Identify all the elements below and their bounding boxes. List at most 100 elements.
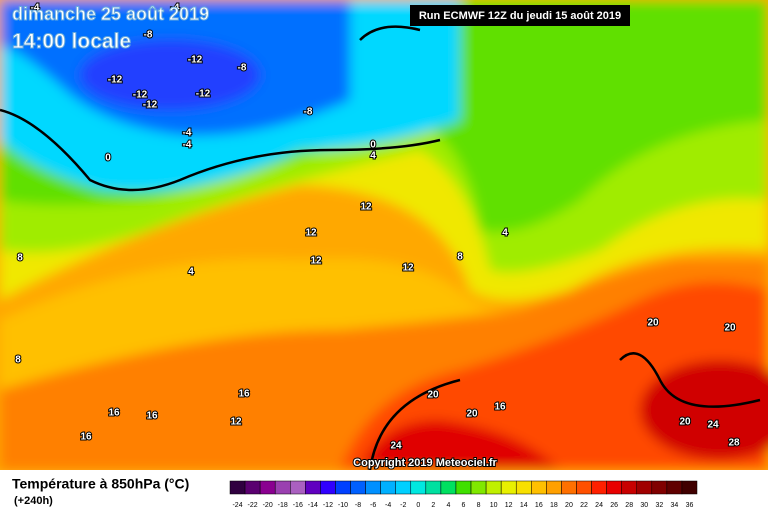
color-swatch [305, 480, 321, 495]
copyright: Copyright 2019 Meteociel.fr [353, 457, 497, 469]
colorbar: -24 -22 -20 -18 -16 -14 -12 -10 -8 -6 -4 -2 0 2 4 6 8 10 1… [229, 480, 698, 509]
scale-label: 12 [505, 502, 513, 509]
scale-label: 22 [580, 502, 588, 509]
color-swatch [335, 480, 351, 495]
scale-label: -24 [232, 502, 242, 509]
contour-label: 12 [360, 202, 372, 213]
scale-label: 34 [671, 502, 679, 509]
scale-label: 20 [565, 502, 573, 509]
contour-label: 12 [402, 263, 414, 274]
color-swatch [425, 480, 442, 495]
scale-label: 18 [550, 502, 558, 509]
color-swatch [576, 480, 592, 495]
contour-label: 12 [230, 417, 242, 428]
scale-label: 10 [490, 502, 498, 509]
contour-label: 20 [724, 323, 736, 334]
run-info: Run ECMWF 12Z du jeudi 15 août 2019 [419, 10, 621, 22]
contour-label: -4 [183, 128, 192, 139]
scale-label: 32 [655, 502, 663, 509]
scale-label: 36 [686, 502, 694, 509]
color-swatch [681, 480, 698, 495]
contour-label: 0 [105, 153, 111, 164]
contour-label: -12 [108, 75, 123, 86]
contour-label: -8 [304, 107, 313, 118]
color-swatch [485, 480, 502, 495]
contour-line [368, 352, 761, 471]
contour-label: 24 [390, 441, 402, 452]
contour-label: -4 [171, 3, 180, 14]
scale-label: -4 [385, 502, 391, 509]
color-swatch [500, 480, 517, 495]
contour-label: -4 [31, 3, 40, 14]
lead-time: (+240h) [14, 495, 53, 507]
scale-label: 30 [640, 502, 648, 509]
contour-label: 20 [427, 390, 439, 401]
color-swatch [365, 480, 381, 495]
contour-labels: -4 -4-8-12-8-12-12-12-12-8-4-400412121212… [14, 2, 741, 453]
run-box [410, 5, 630, 26]
contour-label: 16 [108, 408, 120, 419]
contour-label: -4 [183, 140, 192, 151]
color-swatch [440, 480, 457, 495]
scale-label: -12 [323, 502, 333, 509]
contour-label: 24 [707, 420, 719, 431]
contour-label: 4 [502, 228, 508, 239]
color-swatch [666, 480, 683, 495]
legend-title: Température à 850hPa (°C) [12, 476, 189, 492]
scale-label: 2 [431, 502, 435, 509]
contour-label: -12 [188, 55, 203, 66]
scale-label: 6 [462, 502, 466, 509]
scale-label: 0 [416, 502, 420, 509]
scale-label: -6 [370, 502, 376, 509]
color-swatch [395, 480, 412, 495]
contour-label: -8 [238, 63, 247, 74]
scale-label: -14 [308, 502, 318, 509]
contour-label: 0 [370, 140, 376, 151]
scale-label: -22 [248, 502, 258, 509]
color-swatch [244, 480, 261, 495]
contour-label: 20 [679, 417, 691, 428]
color-swatch [561, 480, 577, 495]
scale-label: 24 [595, 502, 603, 509]
color-swatch [531, 480, 547, 495]
scale-label: -20 [263, 502, 273, 509]
scale-label: -16 [293, 502, 303, 509]
color-swatch [470, 480, 487, 495]
contour-label: 16 [80, 432, 92, 443]
color-swatch [455, 480, 472, 495]
color-swatch [290, 480, 306, 495]
color-swatch [621, 480, 637, 495]
contour-label: 4 [370, 151, 376, 162]
contour-label: 28 [728, 438, 740, 449]
contour-label: 12 [305, 228, 317, 239]
color-swatch [410, 480, 427, 495]
contour-label: 16 [146, 411, 158, 422]
temperature-field [0, 0, 768, 480]
contour-label: -8 [144, 30, 153, 41]
color-swatch [380, 480, 396, 495]
contour-label: 4 [188, 267, 194, 278]
scale-label: 4 [446, 502, 450, 509]
contour-label: 20 [647, 318, 659, 329]
scale-label: -8 [355, 502, 361, 509]
date: dimanche 25 août 2019 [12, 4, 209, 24]
scale-label: 26 [610, 502, 618, 509]
color-swatch [259, 480, 276, 495]
contour-label: 16 [238, 389, 250, 400]
scale-label: -10 [338, 502, 348, 509]
color-swatch [515, 480, 532, 495]
color-swatch [651, 480, 668, 495]
scale-label: 8 [477, 502, 481, 509]
contour-label: 20 [466, 409, 478, 420]
contour-label: -12 [143, 100, 158, 111]
contour-label: 8 [457, 252, 463, 263]
contour-label: 8 [15, 355, 21, 366]
color-swatch [229, 480, 246, 495]
contour-label: 12 [310, 256, 322, 267]
color-swatch [636, 480, 653, 495]
color-swatch [606, 480, 622, 495]
color-swatch [320, 480, 336, 495]
scale-label: -2 [400, 502, 406, 509]
